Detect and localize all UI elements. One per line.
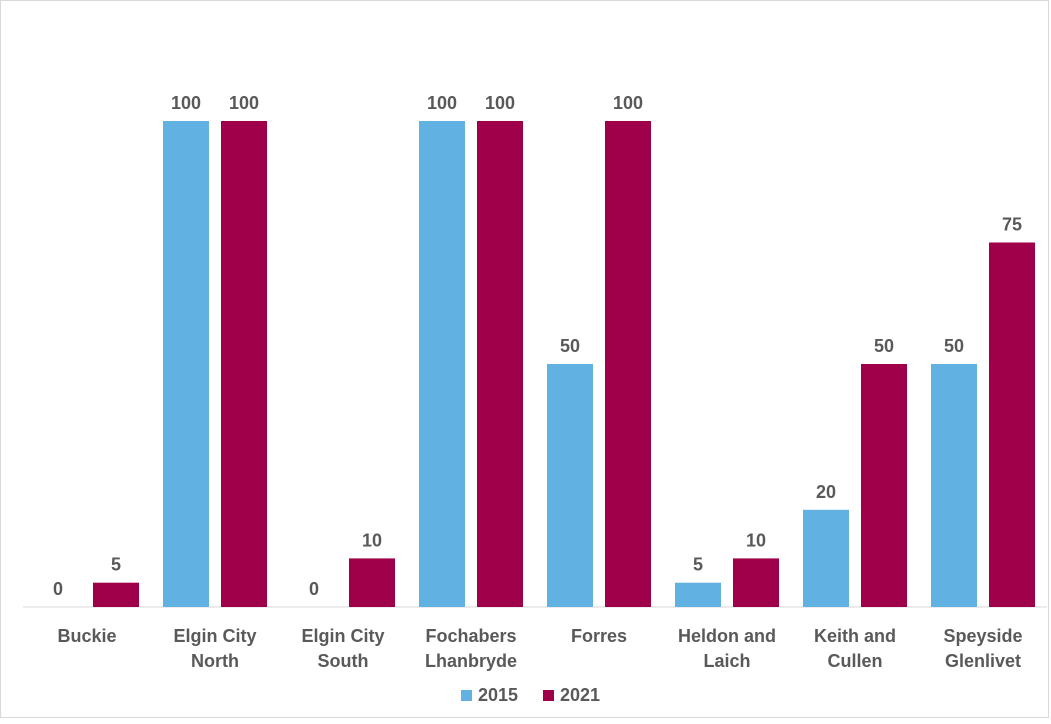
bar-2021-heldon-and-laich xyxy=(733,558,779,607)
legend: 2015 2021 xyxy=(461,685,600,705)
data-label-2015-elgin-city-north: 100 xyxy=(171,93,201,113)
tick-label-fochabers-lhanbryde: Fochabers Lhanbryde xyxy=(425,626,517,671)
data-label-2021-forres: 100 xyxy=(613,93,643,113)
bar-2021-speyside-glenlivet xyxy=(989,242,1035,607)
tick-label-heldon-and-laich: Heldon and Laich xyxy=(678,626,776,671)
data-label-2015-elgin-city-south: 0 xyxy=(309,579,319,599)
bar-2021-buckie xyxy=(93,582,139,607)
bar-2015-fochabers-lhanbryde xyxy=(419,121,465,607)
bar-2015-heldon-and-laich xyxy=(675,582,721,607)
data-label-2021-elgin-city-south: 10 xyxy=(362,530,382,550)
bar-2021-keith-and-cullen xyxy=(861,364,907,607)
tick-label-buckie: Buckie xyxy=(57,626,116,646)
data-label-2015-buckie: 0 xyxy=(53,579,63,599)
bar-2021-elgin-city-north xyxy=(221,121,267,607)
tick-label-forres: Forres xyxy=(571,626,627,646)
tick-label-keith-and-cullen: Keith and Cullen xyxy=(814,626,896,671)
data-label-2015-forres: 50 xyxy=(560,336,580,356)
data-label-2021-fochabers-lhanbryde: 100 xyxy=(485,93,515,113)
data-label-2015-heldon-and-laich: 5 xyxy=(693,555,703,575)
data-label-2021-buckie: 5 xyxy=(111,555,121,575)
bar-2015-keith-and-cullen xyxy=(803,509,849,607)
bar-2021-fochabers-lhanbryde xyxy=(477,121,523,607)
data-label-2021-heldon-and-laich: 10 xyxy=(746,530,766,550)
legend-label-2021: 2021 xyxy=(560,685,600,705)
tick-label-elgin-city-north: Elgin City North xyxy=(173,626,256,671)
data-label-2021-elgin-city-north: 100 xyxy=(229,93,259,113)
bar-2015-forres xyxy=(547,364,593,607)
data-label-2021-speyside-glenlivet: 75 xyxy=(1002,215,1022,235)
data-label-2015-fochabers-lhanbryde: 100 xyxy=(427,93,457,113)
bar-2015-speyside-glenlivet xyxy=(931,364,977,607)
bar-2021-elgin-city-south xyxy=(349,558,395,607)
legend-swatch-2015 xyxy=(461,690,472,701)
bar-2015-elgin-city-north xyxy=(163,121,209,607)
legend-swatch-2021 xyxy=(543,690,554,701)
data-label-2015-keith-and-cullen: 20 xyxy=(816,482,836,502)
legend-label-2015: 2015 xyxy=(478,685,518,705)
tick-label-elgin-city-south: Elgin City South xyxy=(301,626,384,671)
data-label-2015-speyside-glenlivet: 50 xyxy=(944,336,964,356)
tick-label-speyside-glenlivet: Speyside Glenlivet xyxy=(943,626,1022,671)
bar-2021-forres xyxy=(605,121,651,607)
data-label-2021-keith-and-cullen: 50 xyxy=(874,336,894,356)
